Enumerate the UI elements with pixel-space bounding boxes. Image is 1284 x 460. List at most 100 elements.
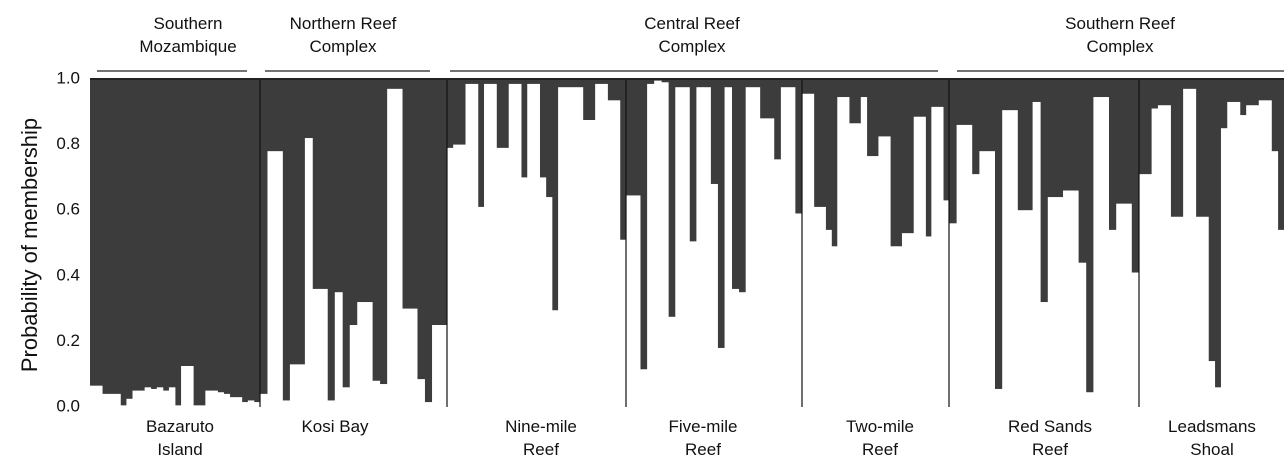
bar-segment	[552, 310, 559, 407]
bar-segment	[1278, 230, 1284, 407]
bar-segment	[957, 125, 965, 407]
bar-segment	[90, 386, 96, 407]
bar-segment	[925, 236, 931, 407]
bar-segment	[1177, 217, 1184, 407]
bar-segment	[1010, 110, 1018, 407]
bar-segment	[484, 84, 491, 407]
bar-segment	[1196, 217, 1203, 407]
bar-segment	[1002, 110, 1010, 407]
bar-segment	[633, 195, 640, 407]
bar-segment	[583, 120, 590, 407]
bar-segment	[120, 405, 126, 407]
bar-segment	[867, 156, 873, 407]
bar-segment	[1271, 151, 1278, 407]
region-label: Complex	[309, 37, 377, 56]
bar-segment	[640, 369, 647, 407]
bar-segment	[710, 184, 717, 407]
bar-segment	[1208, 361, 1215, 407]
y-tick-label: 0.0	[56, 396, 80, 415]
region-label: Complex	[658, 37, 726, 56]
bar-segment	[564, 87, 571, 407]
region-label: Southern	[154, 14, 223, 33]
bar-segment	[248, 400, 254, 407]
bar-segment	[767, 118, 774, 407]
bar-segment	[218, 392, 224, 407]
bar-segment	[753, 87, 760, 407]
bar-segment	[1116, 204, 1124, 407]
bar-plot	[90, 79, 1284, 407]
bar-segment	[410, 309, 418, 407]
bar-segment	[843, 97, 849, 407]
bar-segment	[739, 292, 746, 407]
bar-segment	[193, 405, 199, 407]
bar-segment	[896, 246, 902, 407]
bar-segment	[1017, 210, 1025, 407]
bar-segment	[626, 195, 633, 407]
bar-segment	[987, 151, 995, 407]
bar-segment	[496, 148, 503, 407]
bar-segment	[808, 94, 814, 407]
bar-segment	[788, 87, 795, 407]
bar-segment	[908, 233, 914, 407]
bar-segment	[654, 81, 661, 407]
bar-segment	[1164, 105, 1171, 407]
bar-segment	[878, 136, 884, 407]
bar-segment	[157, 387, 163, 407]
population-label: Nine-mile	[505, 417, 577, 436]
population-label: Reef	[862, 440, 898, 459]
bar-segment	[1040, 302, 1048, 407]
bar-segment	[145, 387, 151, 407]
y-axis: 0.0 0.2 0.4 0.6 0.8 1.0	[56, 68, 80, 415]
bar-segment	[1109, 230, 1117, 407]
bar-segment	[1025, 210, 1033, 407]
bar-segment	[890, 246, 896, 407]
bar-segment	[305, 138, 313, 407]
bar-segment	[595, 84, 602, 407]
bar-segment	[647, 84, 654, 407]
bar-segment	[781, 87, 788, 407]
bar-segment	[1078, 263, 1086, 407]
bar-segment	[1171, 217, 1178, 407]
bar-segment	[1259, 100, 1266, 407]
bar-segment	[187, 366, 193, 407]
bar-segment	[1252, 105, 1259, 407]
bar-segment	[802, 94, 808, 407]
population-label: Island	[157, 440, 202, 459]
bar-segment	[312, 289, 320, 407]
bar-segment	[668, 317, 675, 407]
region-label: Complex	[1086, 37, 1154, 56]
y-axis-label: Probability of membership	[17, 118, 42, 372]
bar-segment	[873, 156, 879, 407]
bar-segment	[979, 151, 987, 407]
bar-segment	[297, 364, 305, 407]
bar-segment	[267, 151, 275, 407]
bar-segment	[902, 233, 908, 407]
bar-segment	[795, 213, 802, 407]
bar-segment	[949, 223, 957, 407]
bar-segment	[746, 87, 753, 407]
bar-segment	[126, 399, 132, 407]
bar-segment	[102, 394, 108, 407]
bar-segment	[607, 100, 614, 407]
bar-segment	[774, 159, 781, 407]
bar-segment	[139, 391, 145, 407]
population-label: Leadsmans	[1168, 417, 1256, 436]
bar-segment	[533, 84, 540, 407]
bar-segment	[820, 207, 826, 407]
bar-segment	[861, 97, 867, 407]
bar-segment	[1131, 273, 1139, 407]
bar-segment	[725, 87, 732, 407]
bar-segment	[558, 87, 565, 407]
bar-segment	[732, 289, 739, 407]
bar-segment	[372, 381, 380, 407]
bar-segment	[527, 84, 534, 407]
population-label: Kosi Bay	[301, 417, 369, 436]
population-label: Bazaruto	[146, 417, 214, 436]
bar-segment	[689, 241, 696, 407]
bar-segment	[589, 120, 596, 407]
bar-segment	[163, 391, 169, 407]
region-label: Mozambique	[139, 37, 236, 56]
bar-segment	[96, 386, 102, 407]
bar-segment	[1063, 191, 1071, 407]
bar-segment	[1215, 387, 1222, 407]
